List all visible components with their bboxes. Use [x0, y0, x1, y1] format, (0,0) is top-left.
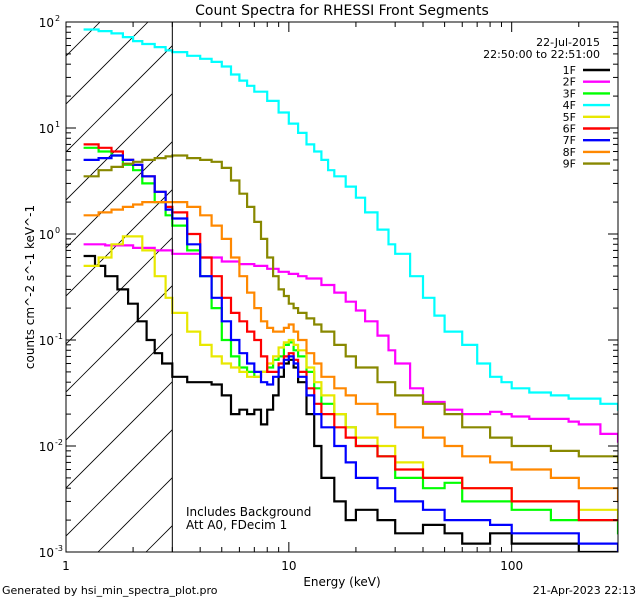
series-9F-line	[83, 154, 618, 464]
hatch-line	[66, 381, 173, 489]
series-8F-line	[83, 201, 618, 503]
hatch-line	[482, 22, 640, 552]
y-axis-label-text: counts cm^-2 s^-1 keV^-1	[23, 205, 37, 369]
hatch-line	[530, 22, 640, 552]
plot-frame	[65, 21, 619, 553]
y-tick-label: 10	[39, 228, 54, 242]
hatch-line	[626, 22, 640, 552]
hatched-region	[0, 22, 640, 552]
y-tick-label: 10	[39, 334, 54, 348]
y-tick-exponent: 2	[55, 14, 60, 23]
x-tick-labels: 1 10 100	[62, 559, 523, 573]
legend-label-7F: 7F	[563, 134, 576, 147]
y-tick-label: 10	[39, 122, 54, 136]
annotation-attenuator: Att A0, FDecim 1	[186, 518, 287, 532]
hatch-line	[66, 237, 173, 345]
hatch-line	[338, 22, 640, 552]
y-tick-exponent: 0	[55, 226, 60, 235]
x-tick-label: 10	[281, 559, 296, 573]
series-7F-line	[83, 154, 618, 552]
hatch-line	[578, 22, 640, 552]
y-tick-base: 10	[39, 228, 54, 242]
annotation-background: Includes Background	[186, 505, 311, 519]
legend-label-1F: 1F	[563, 64, 576, 77]
y-tick-base: 10	[39, 16, 54, 30]
y-tick-base: 10	[39, 440, 54, 454]
x-axis-label: Energy (keV)	[303, 575, 380, 589]
hatch-line	[66, 93, 173, 201]
y-axis-label: counts cm^-2 s^-1 keV^-1	[23, 205, 37, 369]
y-tick-base: 10	[39, 334, 54, 348]
legend-label-5F: 5F	[563, 111, 576, 124]
series-5F-line	[83, 235, 618, 522]
hatch-line	[66, 189, 173, 297]
y-tick-exponent: 1	[55, 120, 60, 129]
y-tick-exponent: -2	[55, 438, 63, 447]
series-layer	[83, 28, 618, 552]
date-label: 22-Jul-2015	[536, 36, 600, 49]
hatch-line	[0, 22, 4, 552]
hatch-line	[242, 22, 640, 552]
time-range-label: 22:50:00 to 22:51:00	[483, 48, 600, 61]
x-tick-label: 1	[62, 559, 70, 573]
legend-label-2F: 2F	[563, 76, 576, 89]
legend-label-3F: 3F	[563, 87, 576, 100]
legend-label-9F: 9F	[563, 158, 576, 171]
hatch-line	[66, 333, 173, 441]
hatch-line	[97, 477, 173, 552]
footer-generated-by: Generated by hsi_min_spectra_plot.pro	[2, 584, 218, 597]
y-tick-base: 10	[39, 122, 54, 136]
legend-label-6F: 6F	[563, 123, 576, 136]
hatch-line	[290, 22, 640, 552]
y-tick-label: 10	[39, 546, 54, 560]
series-1F-line	[83, 254, 618, 552]
chart-title: Count Spectra for RHESSI Front Segments	[195, 3, 489, 19]
hatch-line	[66, 429, 173, 537]
hatch-line	[66, 22, 101, 57]
y-tick-label: 10	[39, 440, 54, 454]
y-tick-label: 10	[39, 16, 54, 30]
series-4F-line	[83, 28, 618, 411]
hatch-line	[66, 45, 173, 153]
hatch-line	[434, 22, 640, 552]
legend-label-4F: 4F	[563, 99, 576, 112]
x-tick-label: 100	[500, 559, 523, 573]
legend-label-8F: 8F	[563, 146, 576, 159]
y-tick-exponent: -1	[55, 332, 63, 341]
series-2F-line	[83, 243, 618, 443]
axis-ticks	[65, 21, 619, 553]
hatch-line	[66, 285, 173, 393]
y-tick-base: 10	[39, 546, 54, 560]
footer-timestamp: 21-Apr-2023 22:13	[533, 584, 636, 597]
y-tick-exponent: -3	[55, 544, 63, 553]
